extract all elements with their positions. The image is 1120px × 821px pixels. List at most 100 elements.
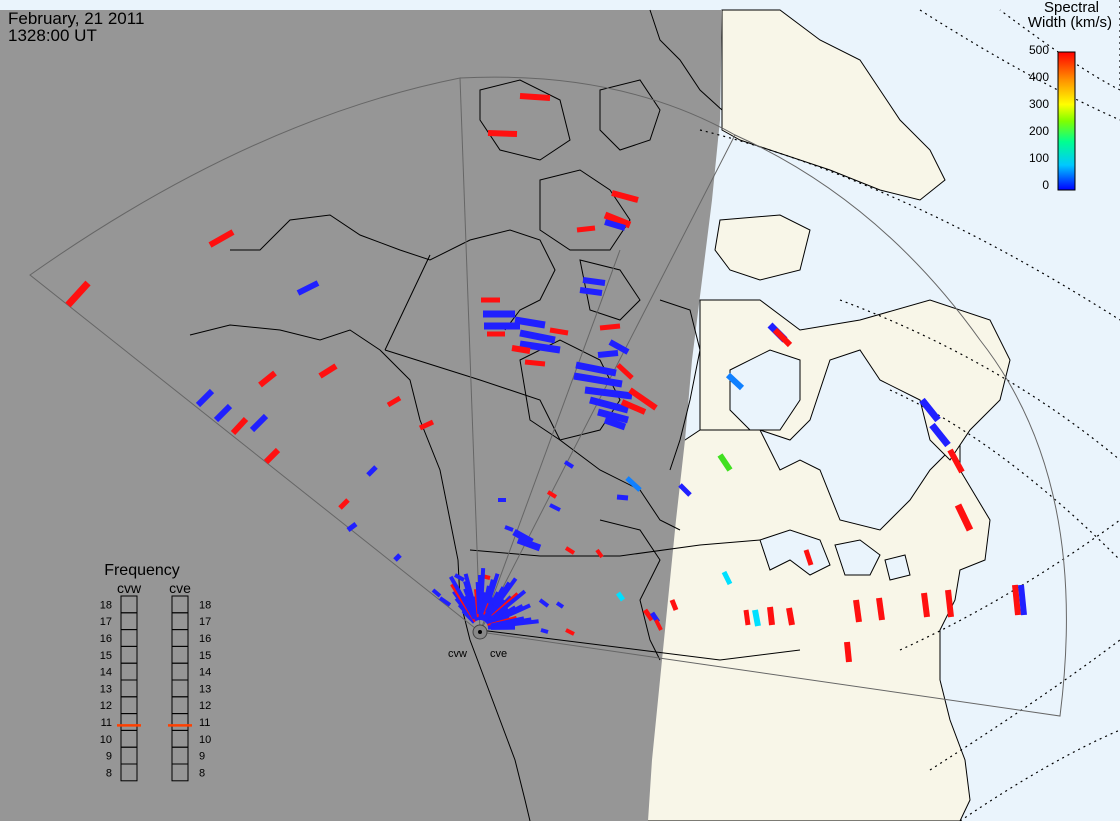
land-day-baffin [721, 9, 946, 201]
frequency-tick-right: 17 [199, 616, 211, 628]
scatter-mark [615, 591, 626, 602]
colorbar-tick-100: 100 [1029, 151, 1049, 165]
scatter-mark [725, 372, 745, 391]
scatter-mark [772, 327, 793, 348]
scatter-mark [195, 388, 215, 408]
frequency-tick-left: 10 [100, 734, 112, 746]
scatter-mark [296, 280, 320, 296]
scatter-mark [616, 494, 629, 501]
scatter-mark [386, 395, 402, 408]
frequency-tick-left: 11 [101, 717, 112, 729]
scatter-mark [844, 641, 852, 663]
frequency-tick-left: 18 [100, 599, 112, 611]
scatter-mark [786, 607, 795, 626]
colorbar: Spectral Width (km/s) 500 400 300 200 10… [1028, 0, 1112, 192]
radar-label-cvw: cvw [448, 648, 467, 660]
radar-label-cve: cve [490, 648, 507, 660]
scatter-mark [717, 453, 733, 472]
scatter-mark [620, 399, 647, 415]
scatter-mark [431, 588, 442, 598]
scatter-mark [346, 522, 358, 532]
scatter-mark [519, 329, 556, 344]
frequency-tick-left: 16 [100, 633, 112, 645]
frequency-tick-right: 10 [199, 734, 211, 746]
colorbar-title-line1: Spectral [1044, 0, 1099, 16]
radar-site-center [478, 630, 482, 634]
scatter-mark [743, 609, 751, 626]
scatter-mark [611, 190, 639, 203]
scatter-mark [546, 490, 558, 499]
frequency-tick-right: 13 [199, 683, 211, 695]
scatter-mark [511, 345, 531, 354]
frequency-left-label: cvw [117, 580, 142, 596]
scatter-mark [564, 546, 576, 555]
date-label: February, 21 2011 [8, 9, 145, 28]
scatter-mark [616, 363, 634, 380]
frequency-box-cve [171, 763, 189, 782]
frequency-tick-right: 9 [199, 751, 205, 763]
scatter-mark [555, 601, 565, 609]
scatter-mark [752, 609, 761, 627]
frequency-tick-left: 14 [100, 667, 112, 679]
night-region [0, 10, 722, 821]
scatter-mark [767, 606, 775, 626]
frequency-tick-left: 13 [100, 683, 112, 695]
scatter-mark [519, 93, 551, 101]
scatter-mark [625, 476, 642, 492]
colorbar-tick-300: 300 [1029, 97, 1049, 111]
scatter-mark [595, 548, 604, 559]
frequency-tick-right: 18 [199, 599, 211, 611]
scatter-mark [418, 419, 435, 431]
scatter-mark [945, 589, 954, 618]
colorbar-tick-500: 500 [1029, 43, 1049, 57]
frequency-tick-right: 11 [199, 717, 210, 729]
frequency-tick-right: 14 [199, 667, 211, 679]
scatter-mark [514, 316, 546, 329]
scatter-mark [487, 130, 518, 137]
scatter-mark [954, 503, 974, 532]
scatter-mark [597, 408, 629, 424]
land-day-island [714, 214, 811, 281]
scatter-mark [549, 503, 561, 512]
scatter-mark [678, 483, 692, 497]
scatter-mark [516, 536, 542, 552]
scatter-mark [538, 598, 550, 608]
scatter-mark [366, 465, 378, 477]
colorbar-tick-400: 400 [1029, 70, 1049, 84]
frequency-tick-right: 12 [199, 700, 211, 712]
scatter-mark [721, 570, 733, 586]
scatter-mark [549, 327, 569, 336]
frequency-tick-right: 15 [199, 650, 211, 662]
frequency-tick-left: 17 [100, 616, 112, 628]
scatter-mark [579, 287, 603, 296]
scatter-mark [1018, 584, 1027, 616]
scatter-mark [576, 225, 596, 233]
scatter-mark [853, 599, 862, 623]
frequency-tick-left: 15 [100, 650, 112, 662]
scatter-mark [258, 370, 277, 388]
scatter-mark [318, 363, 338, 379]
frequency-tick-left: 8 [106, 767, 112, 779]
frequency-right-label: cve [169, 580, 191, 596]
frequency-title: Frequency [104, 562, 180, 579]
geo-grid [699, 0, 1120, 821]
scatter-mark [589, 396, 629, 414]
scatter-mark [65, 280, 91, 308]
scatter-mark [929, 422, 951, 448]
scatter-mark [604, 219, 626, 231]
frequency-scales: 18 18 17 17 16 16 15 15 14 14 13 13 12 12 11 11 10 10 9 9 8 8 [100, 595, 211, 782]
radar-fov [29, 76, 1067, 717]
colorbar-tick-0: 0 [1042, 178, 1049, 192]
scatter-mark [573, 372, 623, 388]
scatter-mark [603, 416, 627, 431]
scatter-mark [540, 628, 549, 634]
scatter-mark [628, 387, 658, 411]
scatter-mark [603, 211, 632, 229]
land-day-mainland [639, 429, 991, 821]
scatter-mark [1012, 584, 1021, 616]
scatter-mark [608, 339, 630, 355]
scatter-mark [597, 350, 619, 358]
scatter-mark [338, 498, 350, 510]
